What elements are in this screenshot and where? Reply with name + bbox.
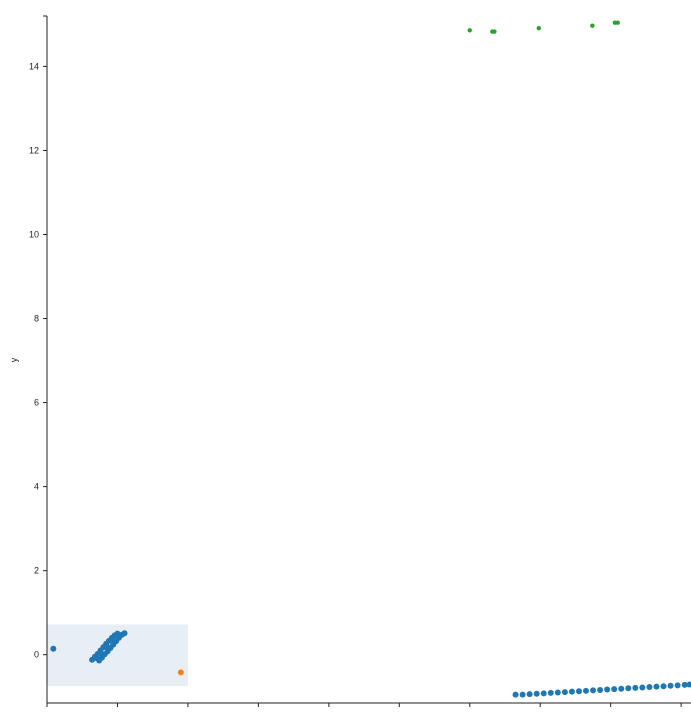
data-point [540, 690, 547, 697]
data-point [96, 650, 103, 657]
data-point [604, 686, 611, 693]
data-point [686, 681, 691, 688]
data-point [618, 685, 625, 692]
y-tick-label: 14 [29, 61, 39, 71]
data-point [583, 687, 590, 694]
data-point [632, 684, 639, 691]
data-point [519, 691, 526, 698]
data-point [561, 689, 568, 696]
y-tick-label: 6 [34, 398, 39, 408]
data-point [660, 683, 667, 690]
data-point [526, 691, 533, 698]
data-point [653, 683, 660, 690]
data-point [554, 689, 561, 696]
y-axis-label: y [9, 357, 19, 362]
data-point [667, 682, 674, 689]
data-point [533, 690, 540, 697]
data-point [615, 20, 620, 25]
data-point [674, 682, 681, 689]
y-tick-label: 8 [34, 314, 39, 324]
y-tick-label: 4 [34, 482, 39, 492]
data-point [568, 688, 575, 695]
data-point [590, 23, 595, 28]
data-point [93, 655, 100, 662]
data-point [467, 28, 472, 33]
data-point [536, 25, 542, 31]
data-point [177, 669, 184, 676]
data-point [590, 687, 597, 694]
data-point [116, 632, 123, 639]
data-point [121, 630, 128, 637]
x-axis-ticks [46, 703, 682, 707]
data-point [575, 688, 582, 695]
data-points [50, 20, 691, 698]
data-point [681, 681, 688, 688]
y-axis-ticks: 0 2 4 6 8 10 12 14 [29, 15, 47, 660]
data-point [639, 684, 646, 691]
y-tick-label: 12 [29, 145, 39, 155]
data-point [512, 691, 519, 698]
data-point [611, 686, 618, 693]
data-point [492, 29, 497, 34]
data-point [597, 686, 604, 693]
data-point [50, 645, 57, 652]
y-tick-label: 2 [34, 566, 39, 576]
y-tick-label: 10 [29, 229, 39, 239]
y-tick-label: 0 [34, 650, 39, 660]
data-point [109, 636, 116, 643]
data-point [625, 685, 632, 692]
data-point [547, 689, 554, 696]
data-point [646, 684, 653, 691]
data-point [103, 643, 110, 650]
